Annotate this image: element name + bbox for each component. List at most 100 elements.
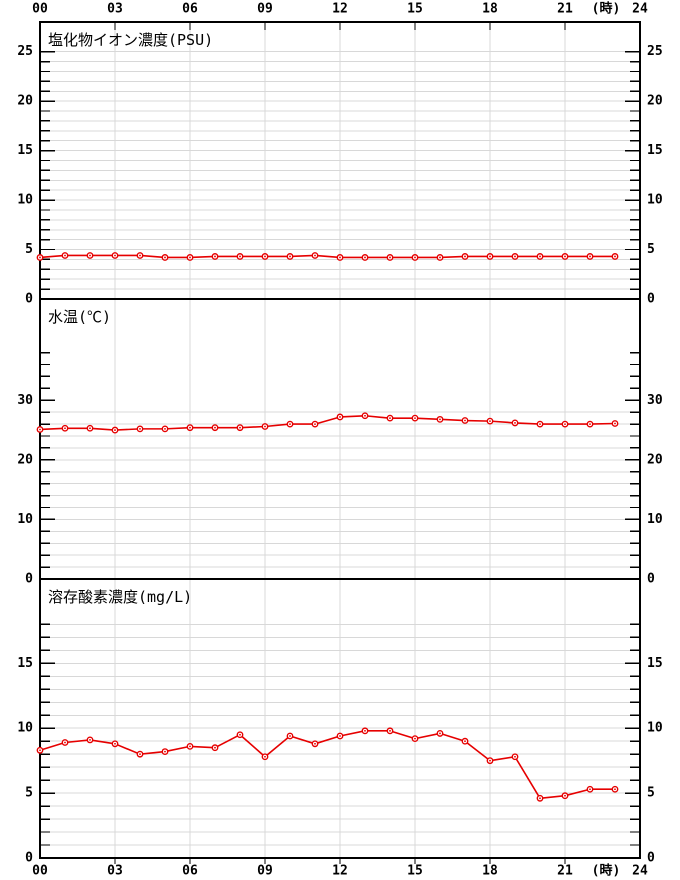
- data-point-center: [589, 423, 591, 426]
- y-tick-label-right: 10: [647, 512, 663, 527]
- series-line: [39, 254, 615, 259]
- data-point-center: [39, 749, 41, 752]
- data-point-center: [64, 741, 66, 744]
- y-tick-label-left: 5: [25, 242, 33, 257]
- data-point-center: [89, 739, 91, 741]
- hour-label: 18: [482, 864, 498, 879]
- data-point-center: [539, 423, 541, 426]
- data-point-center: [139, 254, 141, 257]
- data-point-center: [164, 750, 166, 753]
- data-point-center: [189, 745, 191, 748]
- data-point-center: [39, 256, 41, 259]
- series-markers: [36, 252, 619, 261]
- y-tick-label-right: 5: [647, 786, 655, 801]
- y-tick-label-left: 10: [17, 721, 33, 736]
- data-point-center: [514, 755, 516, 758]
- data-point-center: [114, 429, 116, 431]
- data-point-center: [589, 255, 591, 258]
- data-point-center: [414, 256, 416, 259]
- y-axis-ticks: [41, 50, 639, 290]
- data-point-center: [89, 427, 91, 430]
- hour-label: 03: [107, 864, 123, 879]
- data-point-center: [564, 794, 566, 797]
- water-temperature-chart: 0 0 10 10 20 20 30 30 水温(℃): [17, 298, 663, 587]
- data-point-center: [439, 732, 441, 735]
- data-point-center: [239, 733, 241, 736]
- hour-label-row-top: 00 03 06 09 12 15 18 21 24 (時): [32, 1, 648, 17]
- data-point-center: [39, 428, 41, 431]
- data-point-center: [389, 256, 391, 259]
- y-tick-label-left: 20: [17, 94, 33, 109]
- y-tick-label-right: 30: [647, 393, 663, 408]
- hour-label: 15: [407, 2, 423, 17]
- hour-label: 21: [557, 2, 573, 17]
- data-point-center: [214, 746, 216, 749]
- y-tick-label-left: 0: [25, 851, 33, 866]
- data-point-center: [264, 755, 266, 758]
- y-tick-label-right: 10: [647, 193, 663, 208]
- data-point-center: [464, 740, 466, 743]
- data-point-center: [64, 254, 66, 257]
- y-tick-label-left: 15: [17, 656, 33, 671]
- data-point-center: [464, 255, 466, 258]
- data-point-center: [264, 425, 266, 428]
- y-tick-label-left: 10: [17, 512, 33, 527]
- hour-label: 00: [32, 864, 48, 879]
- y-tick-label-right: 15: [647, 143, 663, 158]
- data-point-center: [339, 256, 341, 259]
- data-point-center: [239, 255, 241, 258]
- data-point-center: [314, 254, 316, 257]
- data-point-center: [389, 729, 391, 732]
- y-tick-label-left: 0: [25, 572, 33, 587]
- hour-label: 12: [332, 2, 348, 17]
- chart-title: 水温(℃): [48, 308, 111, 326]
- data-point-center: [364, 729, 366, 732]
- data-point-center: [614, 788, 616, 791]
- data-point-center: [139, 753, 141, 756]
- hour-label: 09: [257, 2, 273, 17]
- y-tick-label-left: 10: [17, 193, 33, 208]
- hour-label: 09: [257, 864, 273, 879]
- series-line: [39, 414, 616, 431]
- hour-label: 00: [32, 2, 48, 17]
- data-point-center: [114, 742, 116, 745]
- y-tick-label-left: 5: [25, 786, 33, 801]
- data-point-center: [464, 419, 466, 422]
- data-point-center: [439, 256, 441, 259]
- y-tick-label-left: 0: [25, 292, 33, 307]
- data-point-center: [414, 737, 416, 740]
- y-axis-labels: 0 0 5 5 10 10 15 15: [17, 656, 662, 866]
- vertical-gridlines: [114, 580, 566, 857]
- y-axis-ticks: [41, 351, 639, 568]
- data-point-center: [514, 422, 516, 424]
- data-point-center: [564, 423, 566, 426]
- series-line: [39, 730, 615, 800]
- y-tick-label-right: 0: [647, 851, 655, 866]
- hour-unit-label: (時): [592, 863, 621, 879]
- data-point-center: [364, 256, 366, 259]
- hour-label: 12: [332, 864, 348, 879]
- data-point-center: [389, 417, 391, 420]
- y-tick-label-left: 30: [17, 393, 33, 408]
- data-point-center: [289, 735, 291, 737]
- data-point-center: [214, 255, 216, 258]
- chart-title: 塩化物イオン濃度(PSU): [48, 31, 213, 49]
- hour-label: 03: [107, 2, 123, 17]
- y-tick-label-right: 5: [647, 242, 655, 257]
- y-tick-label-left: 15: [17, 143, 33, 158]
- series-markers: [36, 727, 619, 802]
- y-axis-labels: 0 0 10 10 20 20 30 30: [17, 393, 662, 587]
- data-point-center: [489, 759, 491, 762]
- data-point-center: [614, 422, 616, 425]
- data-point-center: [289, 255, 291, 258]
- data-point-center: [339, 735, 341, 737]
- data-point-center: [439, 418, 441, 421]
- horizontal-gridlines: [41, 411, 639, 568]
- data-point-center: [489, 420, 491, 423]
- y-tick-label-right: 25: [647, 44, 663, 59]
- hour-label: 24: [632, 2, 648, 17]
- data-point-center: [314, 423, 316, 426]
- data-point-center: [189, 426, 191, 429]
